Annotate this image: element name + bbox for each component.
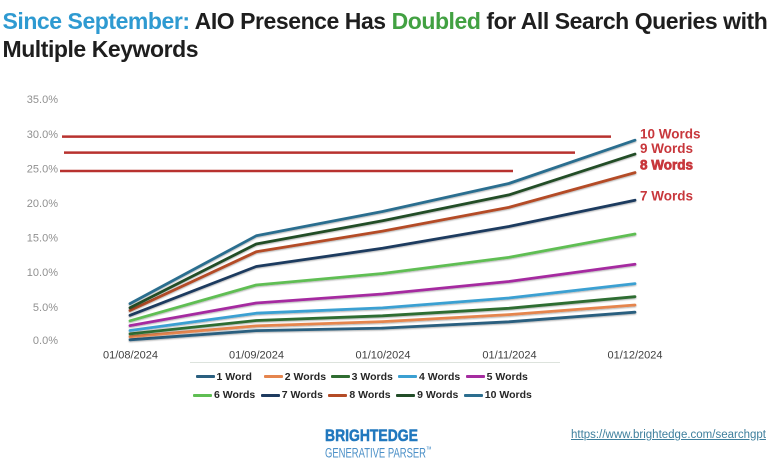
- svg-text:01/10/2024: 01/10/2024: [355, 350, 410, 362]
- svg-text:9 Words: 9 Words: [640, 141, 693, 156]
- svg-text:10.0%: 10.0%: [27, 267, 58, 279]
- svg-text:30.0%: 30.0%: [27, 129, 58, 141]
- svg-text:35.0%: 35.0%: [27, 94, 58, 106]
- svg-text:01/08/2024: 01/08/2024: [103, 350, 158, 362]
- svg-text:20.0%: 20.0%: [27, 198, 58, 210]
- svg-text:01/11/2024: 01/11/2024: [482, 350, 536, 362]
- svg-text:15.0%: 15.0%: [27, 232, 58, 244]
- svg-text:0.0%: 0.0%: [33, 335, 58, 347]
- svg-text:25.0%: 25.0%: [27, 164, 58, 176]
- svg-text:8 Words: 8 Words: [640, 158, 693, 173]
- svg-text:01/12/2024: 01/12/2024: [607, 350, 662, 362]
- svg-text:5.0%: 5.0%: [33, 302, 58, 314]
- svg-text:7 Words: 7 Words: [640, 189, 693, 204]
- svg-text:10 Words: 10 Words: [640, 127, 701, 142]
- svg-text:01/09/2024: 01/09/2024: [229, 350, 284, 362]
